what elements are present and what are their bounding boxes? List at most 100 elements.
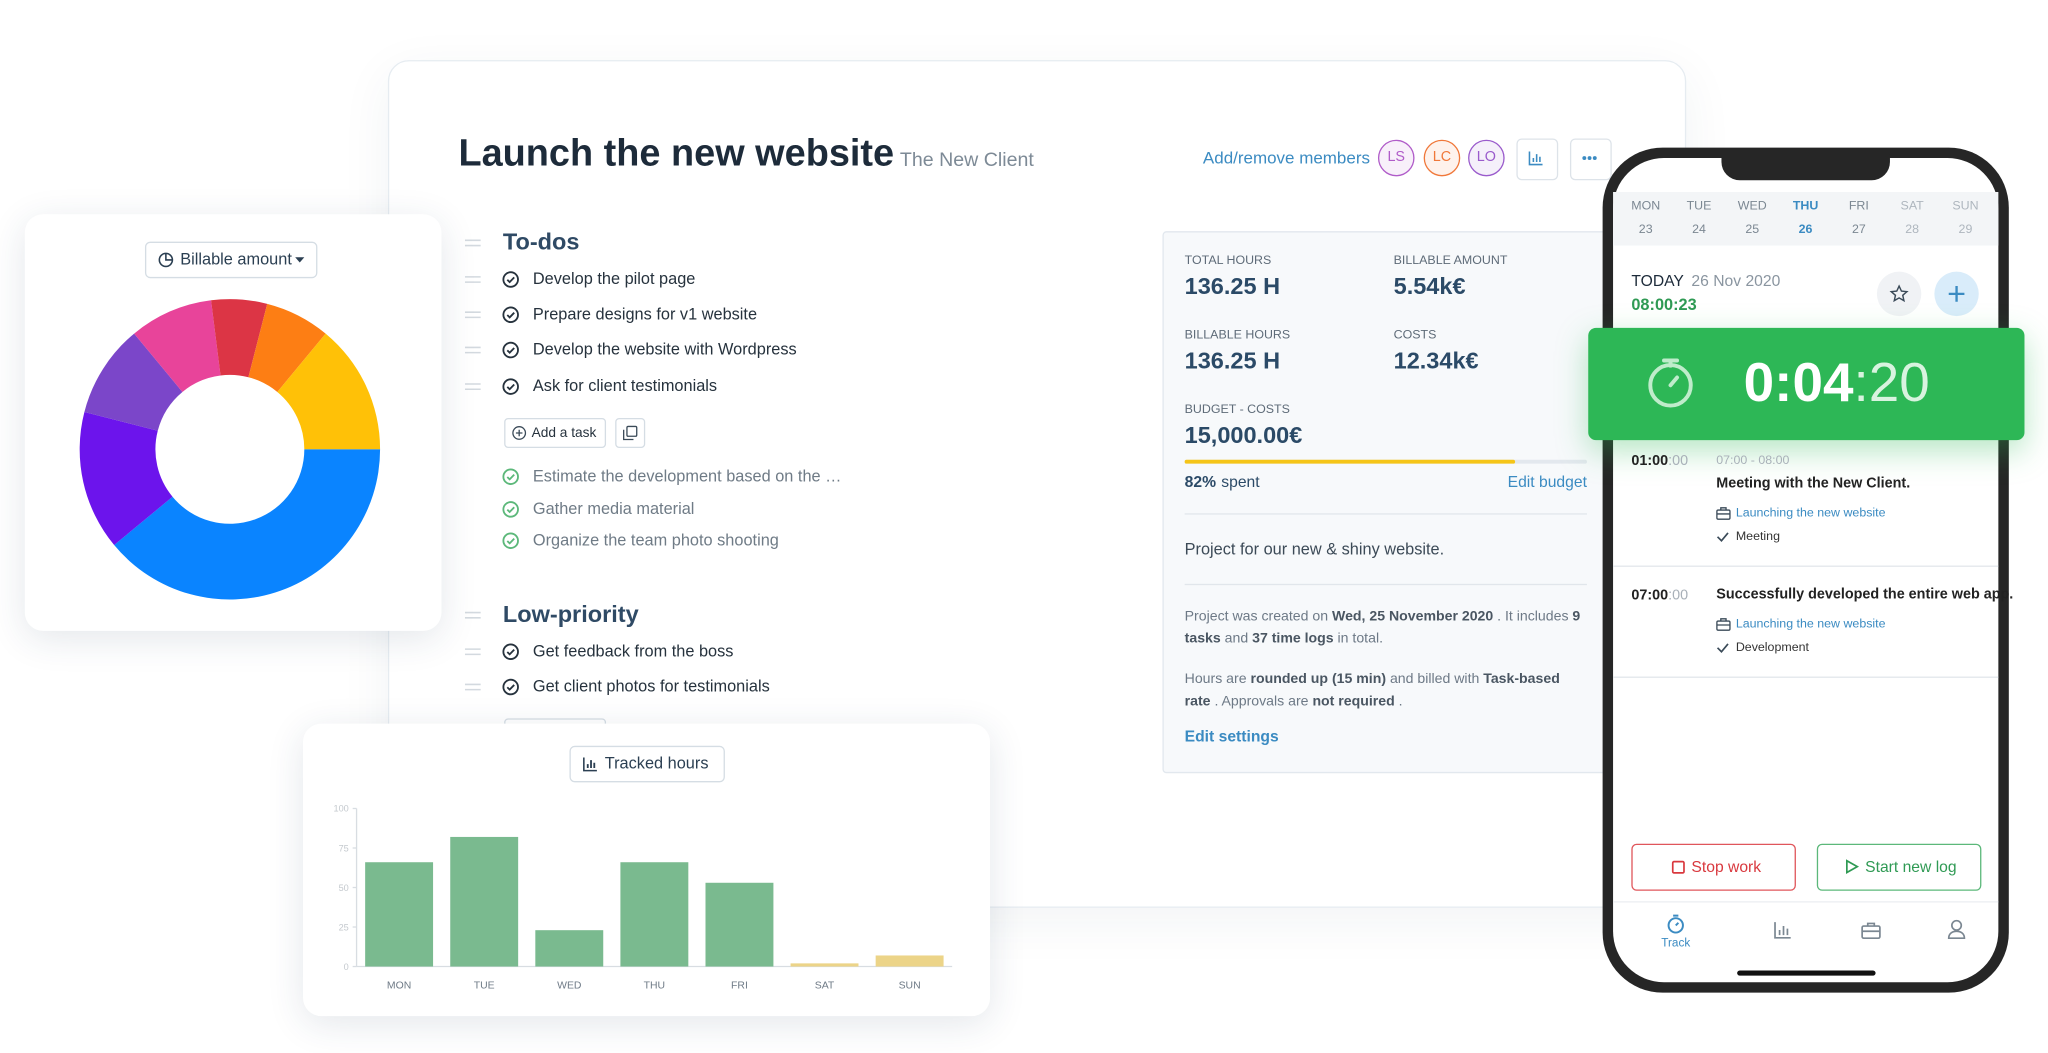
log-title[interactable]: Successfully developed the entire web ap… <box>1716 586 2014 603</box>
day-name[interactable]: MON <box>1631 198 1661 214</box>
day-name[interactable]: THU <box>1792 198 1819 214</box>
member-avatar[interactable]: LC <box>1423 139 1461 177</box>
drag-handle <box>464 648 481 656</box>
member-initials: LS <box>1387 149 1406 166</box>
note-text: . <box>1394 692 1403 709</box>
donut-segment <box>211 299 268 378</box>
stat-label: COSTS <box>1393 328 1437 343</box>
copy-button[interactable] <box>615 417 646 448</box>
stat-label: TOTAL HOURS <box>1184 253 1272 269</box>
chart-selector[interactable]: Tracked hours <box>569 745 725 783</box>
nav-profile-icon-part <box>1947 930 1966 940</box>
stop-label: Stop work <box>1691 857 1762 877</box>
done-task-title[interactable]: Estimate the development based on the … <box>532 466 842 486</box>
task-check-part <box>506 347 515 354</box>
member-avatar[interactable]: LO <box>1468 139 1505 177</box>
task-title[interactable]: Prepare designs for v1 website <box>532 304 758 324</box>
chart-selector[interactable]: Billable amount <box>144 241 318 279</box>
done-check-part <box>506 506 515 514</box>
log-project[interactable]: Launching the new website <box>1735 505 1886 521</box>
task-title[interactable]: Develop the website with Wordpress <box>532 340 797 359</box>
budget-spent-bar <box>1184 459 1515 464</box>
add-members-link[interactable]: Add/remove members <box>1202 147 1370 168</box>
done-task-title[interactable]: Organize the team photo shooting <box>532 530 779 550</box>
done-check <box>502 532 519 549</box>
add-icon-part <box>515 429 523 437</box>
selector-icon-part <box>586 760 596 768</box>
stats-icon-part <box>1532 154 1541 162</box>
tag-icon-part <box>1716 643 1729 654</box>
today-total: 08:00:23 <box>1631 295 1697 315</box>
day-date[interactable]: 27 <box>1851 222 1866 237</box>
divider <box>1184 513 1587 515</box>
task-check-part <box>502 306 519 324</box>
client-name: The New Client <box>899 148 1034 172</box>
x-tick-label: TUE <box>474 981 495 992</box>
edit-budget-link[interactable]: Edit budget <box>1507 472 1587 491</box>
caret-part <box>295 257 305 263</box>
nav-reports-icon-part <box>1774 922 1791 939</box>
task-check-part <box>506 649 515 656</box>
task-check-part <box>506 383 515 391</box>
star-icon <box>1889 284 1909 303</box>
day-date[interactable]: 26 <box>1798 222 1813 237</box>
nav-track-label[interactable]: Track <box>1661 935 1691 950</box>
stop-icon <box>1671 860 1685 874</box>
done-check <box>502 501 519 518</box>
stop-button[interactable]: Stop work <box>1631 843 1796 891</box>
task-title[interactable]: Get client photos for testimonials <box>532 677 770 696</box>
add-task-button[interactable]: Add a task <box>504 417 607 448</box>
member-avatar[interactable]: LS <box>1377 139 1415 177</box>
donut-segment <box>79 411 173 546</box>
spent-percent: 82% <box>1184 472 1217 492</box>
day-date[interactable]: 24 <box>1692 222 1706 237</box>
day-name[interactable]: WED <box>1737 198 1767 214</box>
edit-settings-link[interactable]: Edit settings <box>1184 727 1279 746</box>
x-tick-label: FRI <box>731 981 748 992</box>
day-date[interactable]: 29 <box>1958 222 1973 237</box>
drag-handle <box>464 276 481 283</box>
plus-icon <box>1948 286 1965 302</box>
log-title[interactable]: Meeting with the New Client. <box>1716 475 1911 492</box>
done-task-title[interactable]: Gather media material <box>532 499 695 518</box>
day-name[interactable]: TUE <box>1686 198 1712 214</box>
donut-chart <box>79 299 381 600</box>
day-date[interactable]: 23 <box>1638 222 1653 237</box>
log-tag: Meeting <box>1735 529 1780 544</box>
more-icon-part <box>1592 156 1597 160</box>
log-project[interactable]: Launching the new website <box>1735 616 1886 632</box>
y-tick-label: 100 <box>333 804 348 814</box>
done-check-part <box>506 538 515 545</box>
note-emphasis: rounded up (15 min) <box>1250 671 1387 688</box>
note-text: and billed with <box>1386 671 1484 688</box>
nav-profile-icon-part <box>1951 919 1963 931</box>
stat-value: 15,000.00€ <box>1184 422 1303 449</box>
day-name[interactable]: FRI <box>1848 198 1869 214</box>
drag-handle <box>464 611 481 619</box>
tag-icon-part <box>1716 532 1729 542</box>
task-title[interactable]: Ask for client testimonials <box>532 376 718 396</box>
project-icon <box>1716 507 1731 520</box>
plus-icon-part <box>1948 286 1965 302</box>
y-tick-label: 75 <box>339 843 349 853</box>
note-text: Hours are <box>1184 671 1251 688</box>
done-check-part <box>506 474 515 481</box>
done-check-part <box>502 532 519 549</box>
log-start: 01:00:00 <box>1631 452 1688 470</box>
day-name[interactable]: SUN <box>1952 198 1979 214</box>
bar-card: Tracked hours 0 25 50 75 100 MON TUE WED THU FRI SA… <box>303 723 991 1017</box>
note-text: Project was created on <box>1184 608 1333 625</box>
stats-icon <box>1528 151 1543 166</box>
selector-icon-part <box>165 253 173 261</box>
favorite-button[interactable] <box>1876 271 1922 317</box>
project-icon-part <box>1716 618 1730 626</box>
start-button[interactable]: Start new log <box>1816 843 1982 891</box>
nav-track-icon-part <box>1673 914 1680 927</box>
task-title[interactable]: Develop the pilot page <box>532 269 696 288</box>
day-date[interactable]: 28 <box>1905 222 1920 237</box>
day-name[interactable]: SAT <box>1900 198 1924 214</box>
note-emphasis: not required <box>1312 692 1395 709</box>
task-title[interactable]: Get feedback from the boss <box>532 641 734 661</box>
day-date[interactable]: 25 <box>1745 222 1760 237</box>
tag-icon <box>1716 532 1729 542</box>
